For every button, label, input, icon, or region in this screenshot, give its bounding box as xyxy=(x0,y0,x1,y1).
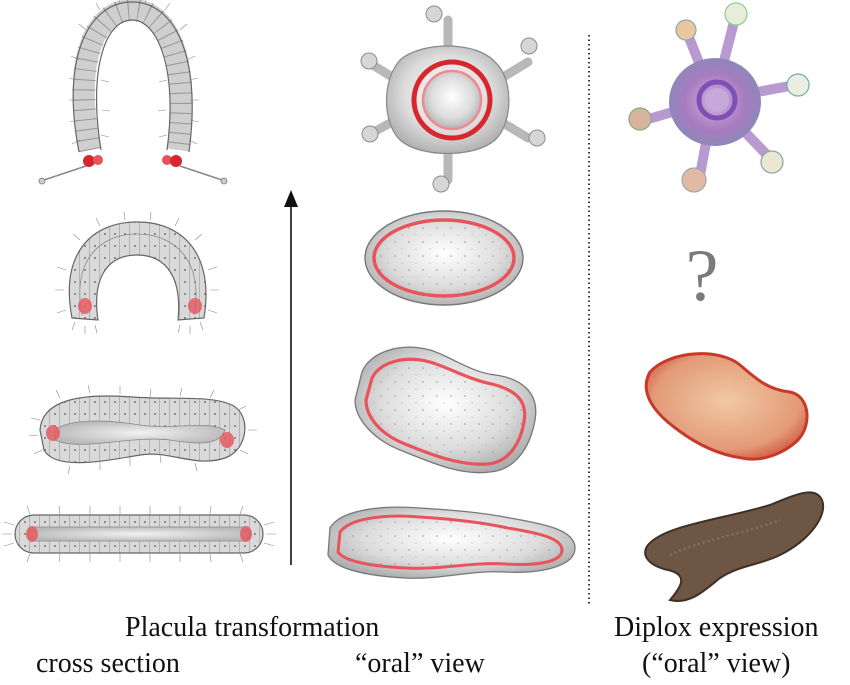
transformation-arrow xyxy=(284,190,298,565)
oral-view-stage-2 xyxy=(354,346,537,474)
cross-section-stage-2 xyxy=(28,384,257,475)
oral-view-caption: “oral” view xyxy=(355,648,485,679)
diplox-stain-stage-4 xyxy=(628,2,810,193)
cross-section-stage-3 xyxy=(55,211,219,334)
diplox-stain-stage-2 xyxy=(644,352,809,461)
unknown-stage-question-mark: ? xyxy=(686,235,719,317)
diplox-oral-view-caption: (“oral” view) xyxy=(642,648,791,679)
oral-view-stage-4 xyxy=(360,5,546,193)
oral-view-stage-3 xyxy=(364,210,524,306)
cross-section-stage-4 xyxy=(38,0,228,185)
cross-section-caption: cross section xyxy=(36,648,180,679)
oral-view-stage-1 xyxy=(327,506,576,579)
diplox-expression-caption: Diplox expression xyxy=(614,612,819,643)
placula-transformation-caption: Placula transformation xyxy=(125,612,380,643)
cross-section-stage-1 xyxy=(2,505,276,563)
diplox-stain-stage-1 xyxy=(644,491,825,602)
